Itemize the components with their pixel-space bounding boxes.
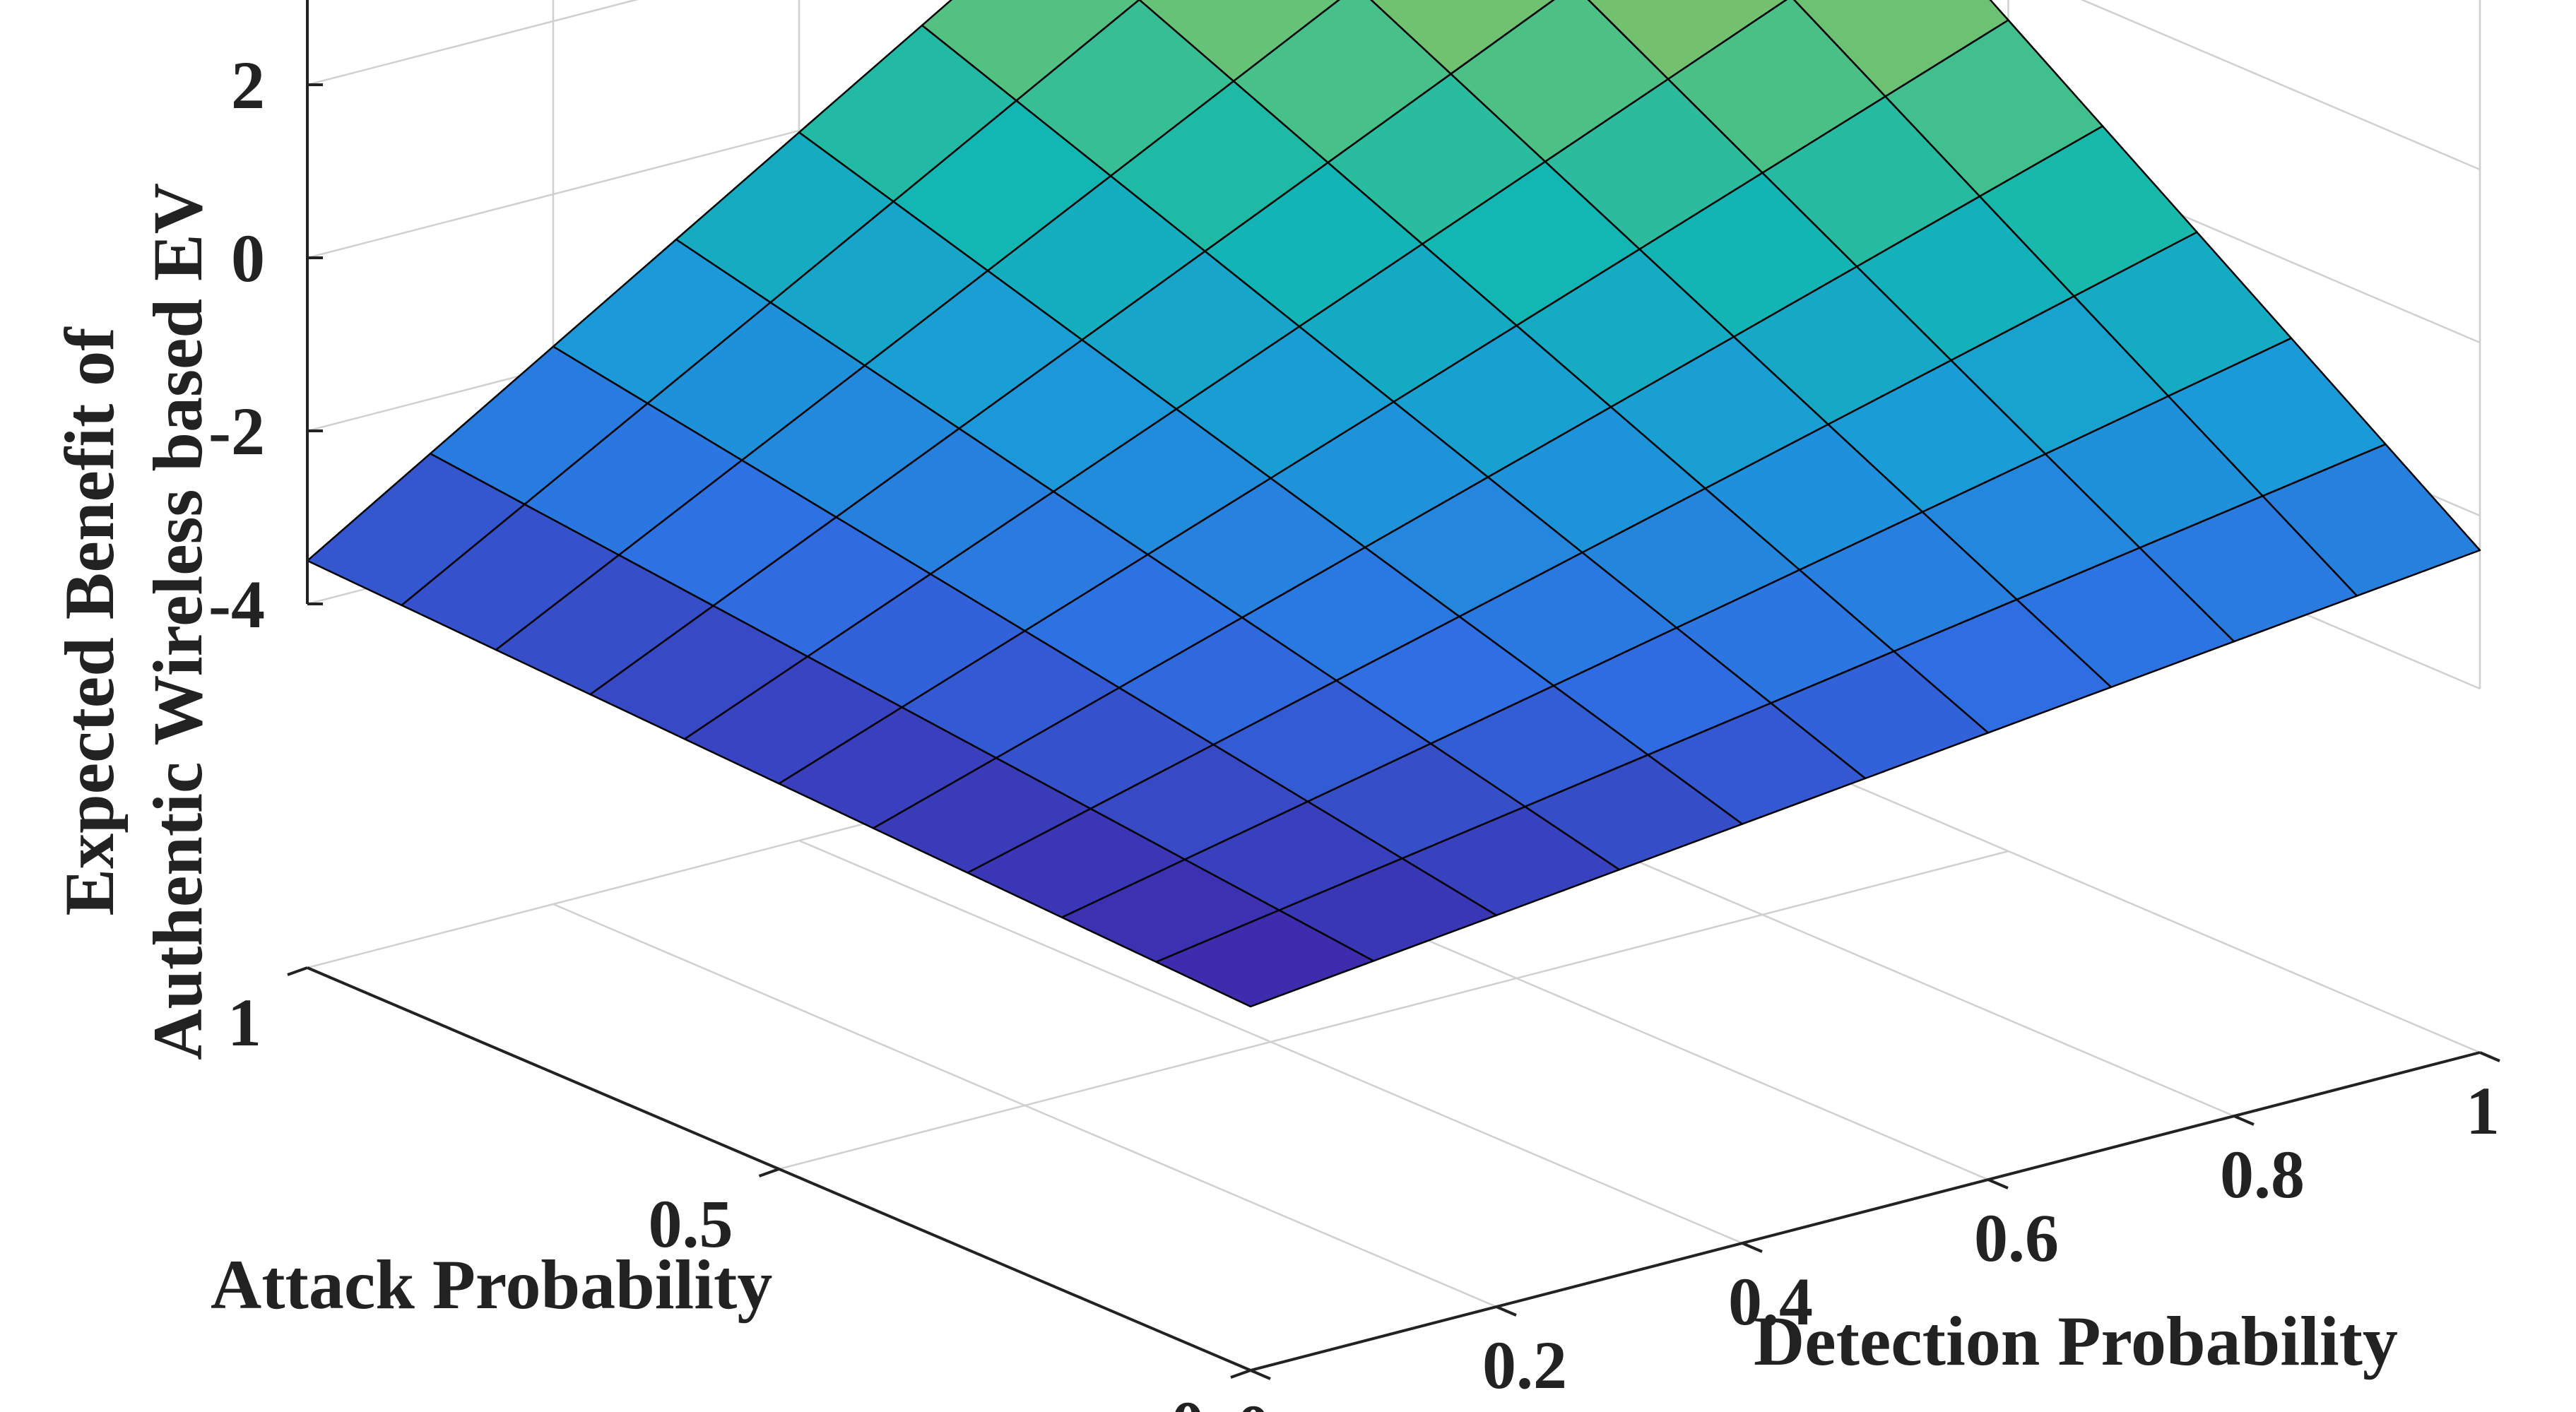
x-tick xyxy=(1496,1305,1517,1317)
x-tick-label: 1 xyxy=(2466,1073,2500,1149)
z-tick-label: 0 xyxy=(231,220,265,296)
x-tick xyxy=(1987,1178,2009,1189)
x-tick xyxy=(1742,1242,1763,1253)
x-tick-label: 0 xyxy=(1236,1391,1270,1412)
y-tick-label: 1 xyxy=(228,985,261,1060)
y-tick xyxy=(287,966,308,976)
y-tick xyxy=(758,1168,780,1177)
wall-x1-horizontal xyxy=(2080,0,2481,171)
y-tick-label: 0 xyxy=(1171,1387,1205,1412)
x-tick xyxy=(2233,1115,2255,1126)
x-tick-label: 0.4 xyxy=(1728,1264,1813,1339)
axis-labels: Detection Probability Attack Probability… xyxy=(50,183,2398,1380)
floor-grid-y xyxy=(779,850,2009,1170)
x-tick-label: 0.2 xyxy=(1482,1327,1567,1403)
wall-y1-horizontal xyxy=(307,0,639,86)
y-axis-label: Attack Probability xyxy=(211,1245,772,1324)
axes: -4-202400.20.40.60.8100.51 xyxy=(208,0,2500,1412)
x-axis-line xyxy=(1250,1051,2481,1372)
x-axis-label: Detection Probability xyxy=(1754,1302,2398,1380)
x-tick xyxy=(2479,1051,2500,1062)
z-tick-label: -4 xyxy=(208,566,265,642)
x-tick-label: 0.8 xyxy=(2220,1137,2305,1212)
z-tick-label: -2 xyxy=(208,393,265,469)
x-tick xyxy=(1250,1369,1271,1380)
x-tick-label: 0.6 xyxy=(1974,1200,2059,1276)
z-tick-label: 2 xyxy=(231,47,265,123)
z-axis-label-line-1: Expected Benefit of xyxy=(50,326,129,916)
y-tick xyxy=(1230,1369,1251,1379)
surface-patch xyxy=(1155,909,1375,1008)
surface-mesh xyxy=(306,0,2481,1008)
z-axis-label-line-2: Authentic Wireless based EV xyxy=(138,183,217,1060)
y-tick-label: 0.5 xyxy=(649,1186,733,1262)
